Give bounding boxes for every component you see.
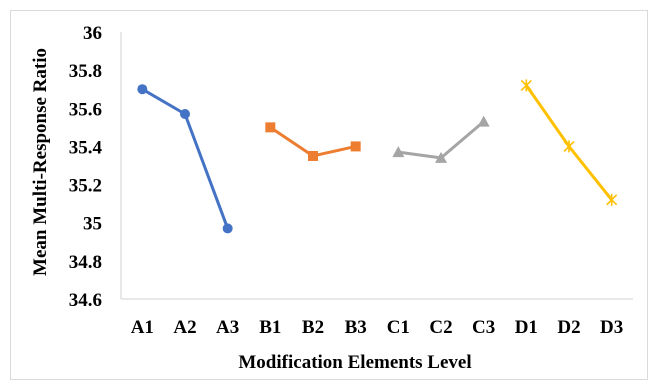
series-group [392, 115, 490, 163]
data-point [180, 109, 190, 120]
data-point [308, 150, 318, 161]
data-point [477, 115, 490, 127]
x-tick-label: C2 [429, 317, 452, 338]
series-group [520, 79, 618, 206]
data-point [392, 146, 405, 158]
y-axis-title: Mean Multi-Response Ratio [30, 48, 51, 276]
x-tick-label: C1 [387, 317, 410, 338]
x-tick-label: A1 [131, 317, 154, 338]
y-tick-label: 35.4 [69, 137, 103, 158]
data-point [606, 193, 618, 206]
x-tick-label: B2 [302, 317, 324, 338]
data-point [520, 79, 532, 92]
y-tick-label: 34.8 [69, 252, 102, 273]
x-tick-label: A2 [173, 317, 196, 338]
data-point [350, 141, 361, 152]
data-point [265, 122, 276, 133]
series-group [137, 84, 233, 234]
y-tick-label: 35.8 [69, 61, 102, 82]
y-tick-label: 34.6 [69, 290, 102, 311]
x-axis-title: Modification Elements Level [238, 352, 471, 373]
x-tick-label: C3 [472, 317, 495, 338]
x-tick-label: D3 [600, 317, 623, 338]
x-tick-label: B3 [345, 317, 367, 338]
y-axis-ticks: 34.6 34.8 35 35.2 35.4 35.6 35.8 36 [69, 23, 103, 311]
chart-frame [10, 10, 648, 380]
y-tick-label: 35.2 [69, 176, 102, 197]
x-tick-label: B1 [259, 317, 281, 338]
series-layer [137, 79, 618, 234]
data-point [563, 140, 575, 153]
x-tick-label: D1 [515, 317, 538, 338]
y-tick-label: 36 [83, 23, 102, 44]
series-group [265, 122, 361, 161]
x-axis-ticks: A1 A2 A3 B1 B2 B3 C1 C2 C3 D1 D2 D3 [131, 317, 624, 338]
data-point [435, 151, 447, 163]
data-point [222, 223, 233, 234]
x-tick-label: D2 [557, 317, 580, 338]
x-tick-label: A3 [216, 317, 239, 338]
data-point [137, 84, 148, 95]
y-tick-label: 35.6 [69, 99, 102, 120]
y-tick-label: 35 [83, 214, 102, 235]
